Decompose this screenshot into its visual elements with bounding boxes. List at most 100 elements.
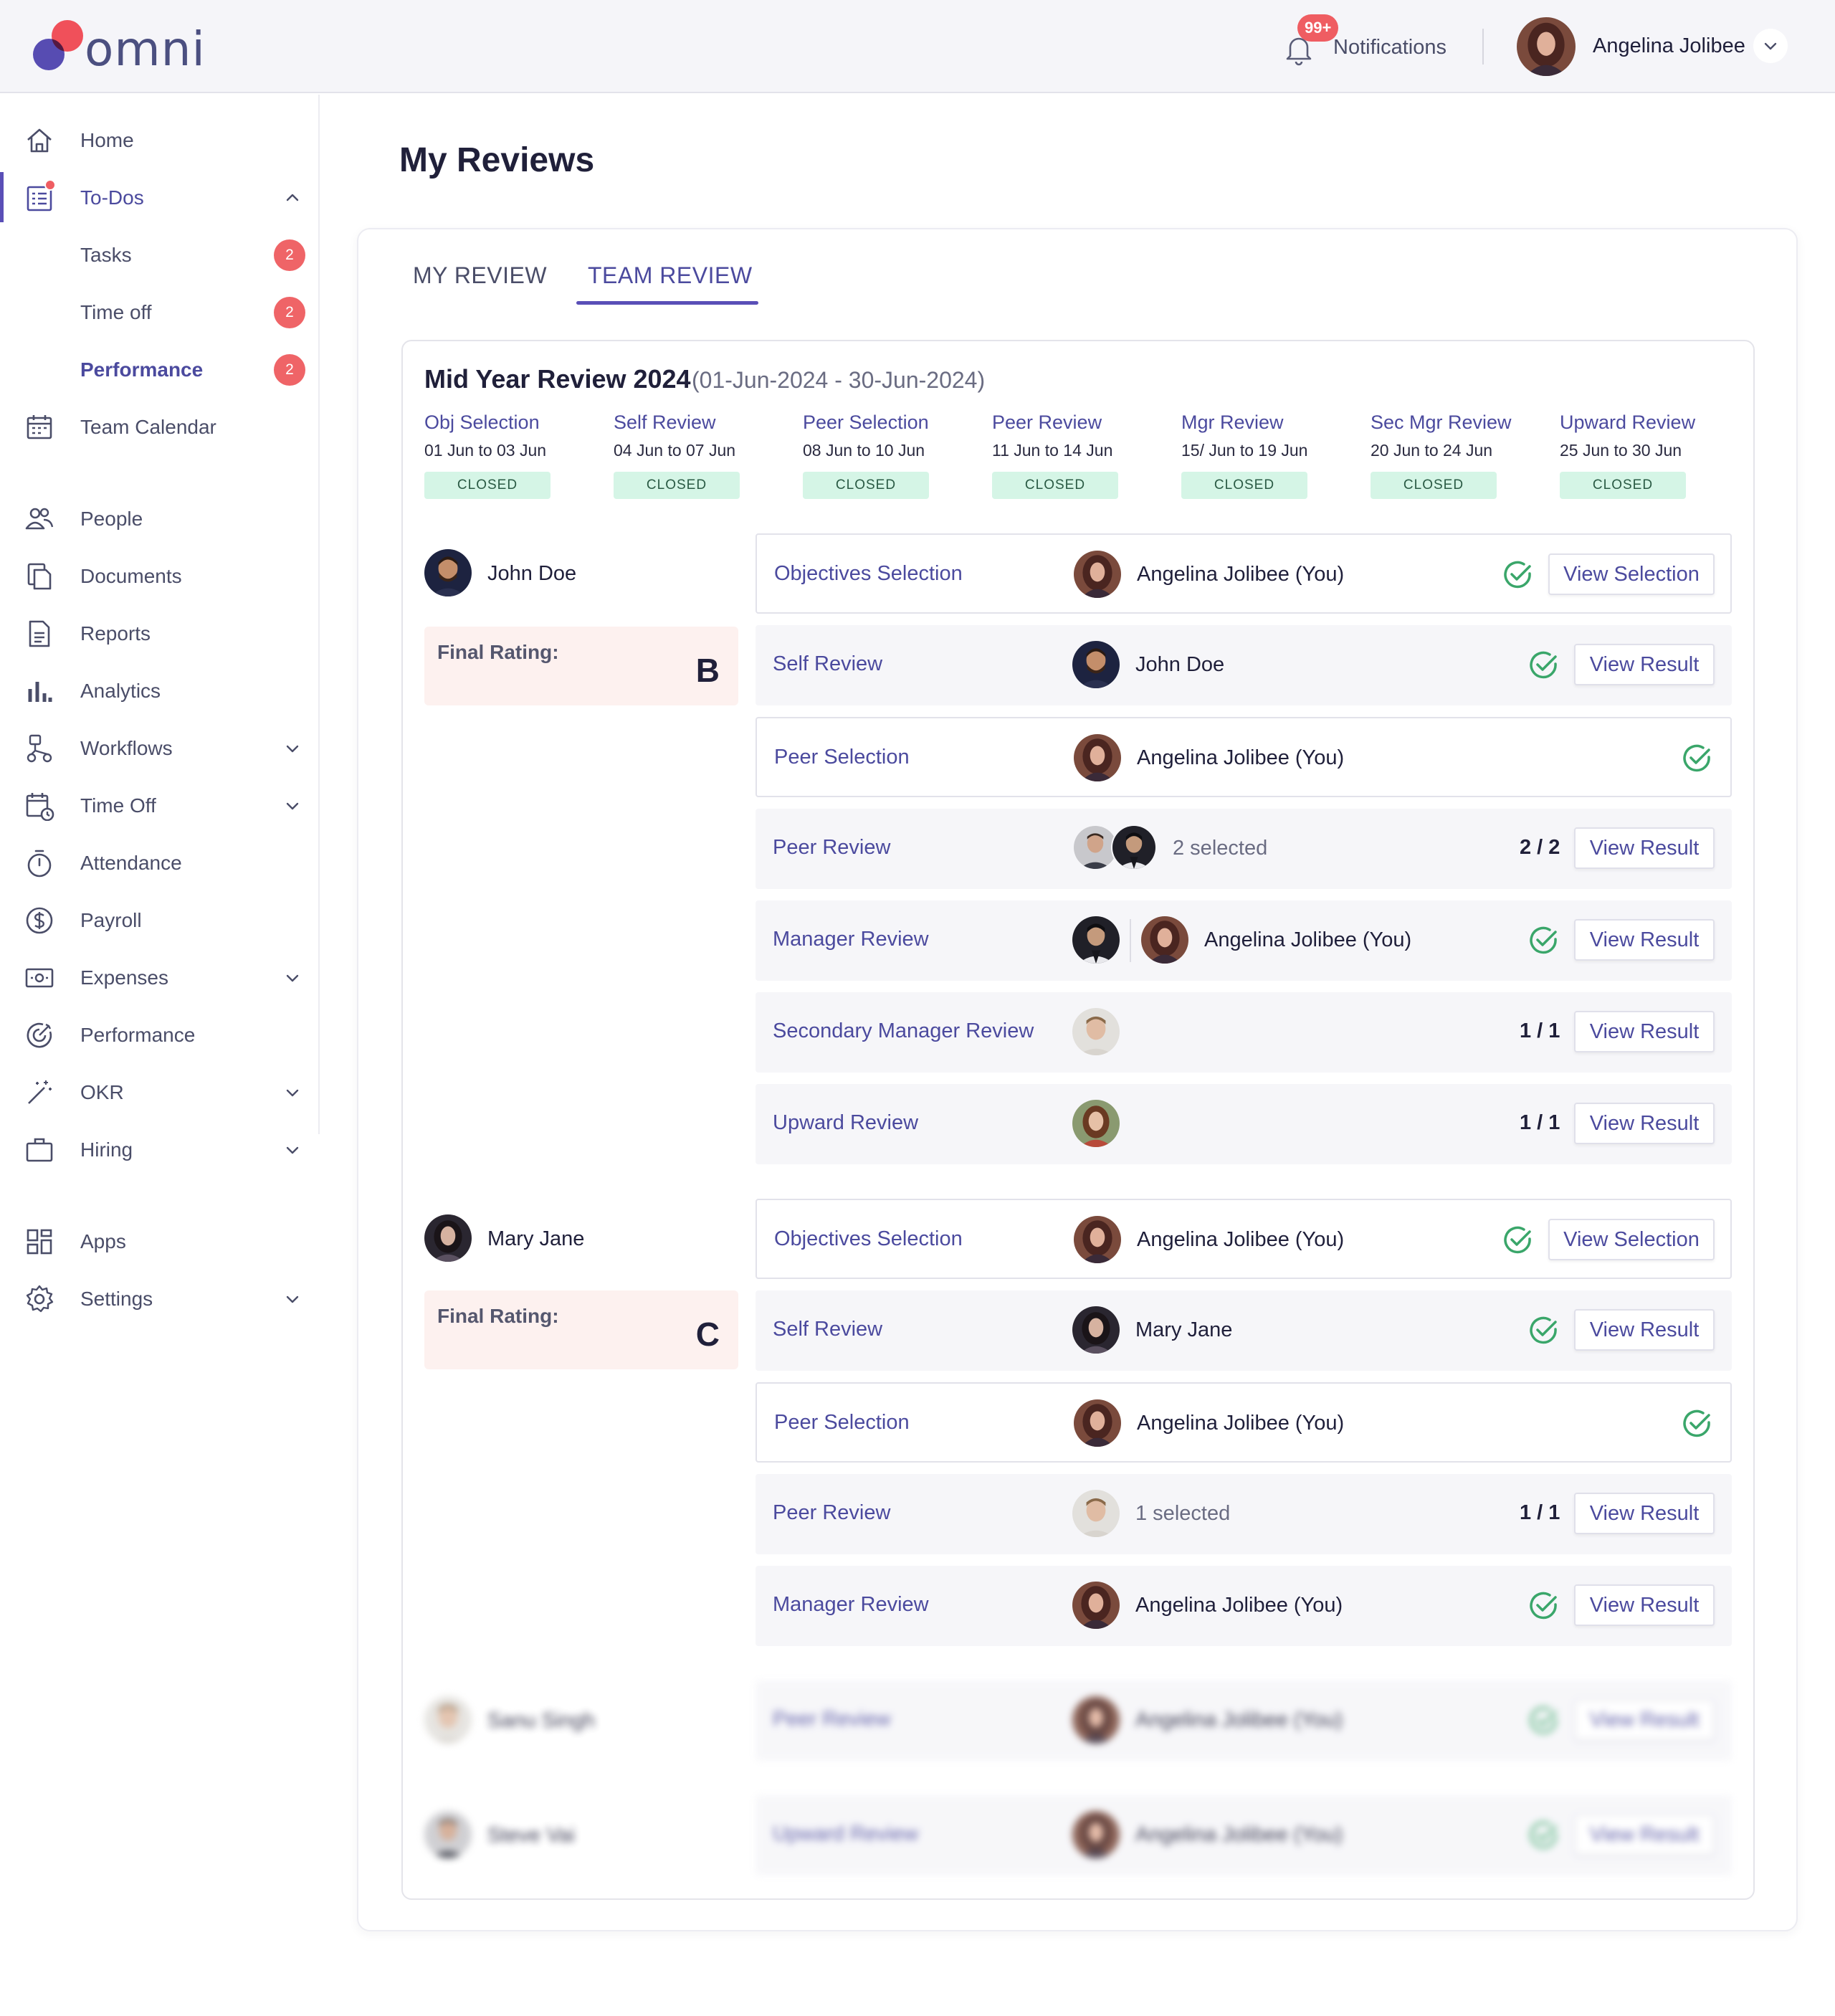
row-stage-name: Peer Review [773, 1708, 891, 1731]
final-rating-label: Final Rating: [437, 641, 559, 663]
row-stage-name: Upward Review [773, 1822, 919, 1845]
sidebar-item-settings[interactable]: Settings [0, 1273, 320, 1323]
review-cycle-title: Mid Year Review 2024 [424, 364, 691, 394]
sidebar-subitem-tasks[interactable]: Tasks 2 [0, 229, 320, 280]
row-stage-name: Manager Review [773, 928, 929, 951]
sidebar-item-label: Workflows [80, 737, 173, 759]
sidebar-subitem-time-off[interactable]: Time off 2 [0, 287, 320, 337]
final-rating-value: B [695, 652, 720, 689]
chevron-down-icon[interactable] [284, 1141, 301, 1159]
tab-team-review[interactable]: TEAM REVIEW [588, 262, 753, 288]
sidebar-item-time-off[interactable]: Time Off [0, 780, 320, 830]
reviewer-name: Angelina Jolibee (You) [1137, 1228, 1345, 1251]
stage-dates: 01 Jun to 03 Jun [424, 441, 547, 460]
stage-name: Upward Review [1560, 412, 1696, 433]
view-result-button[interactable]: View Result [1574, 644, 1715, 685]
stage-status-badge: CLOSED [614, 472, 740, 499]
sidebar-item-label: Apps [80, 1230, 126, 1252]
count-badge: 2 [274, 354, 305, 386]
final-rating-label: Final Rating: [437, 1305, 559, 1327]
people-icon [25, 508, 54, 530]
review-cycle-date-range: (01-Jun-2024 - 30-Jun-2024) [692, 367, 986, 393]
review-row-upward-review: Upward Review 1 / 1 View Result [756, 1084, 1732, 1164]
avatar [1072, 1306, 1120, 1354]
sidebar-item-label: Team Calendar [80, 416, 216, 438]
row-stage-name: Peer Review [773, 1501, 891, 1524]
chevron-down-icon[interactable] [284, 797, 301, 814]
sidebar-item-payroll[interactable]: Payroll [0, 895, 320, 945]
stage-dates: 15/ Jun to 19 Jun [1181, 441, 1308, 460]
user-menu-chevron-down-icon[interactable] [1753, 29, 1788, 63]
stage-status-badge: CLOSED [992, 472, 1118, 499]
sidebar-subitem-performance[interactable]: Performance 2 [0, 344, 320, 394]
avatar [1072, 916, 1120, 964]
avatar [1072, 641, 1120, 688]
sidebar-item-home[interactable]: Home [0, 115, 320, 165]
view-result-button[interactable]: View Result [1574, 827, 1715, 869]
count-badge: 2 [274, 297, 305, 328]
view-result-button[interactable]: View Result [1574, 1584, 1715, 1626]
notifications-label: Notifications [1333, 36, 1446, 59]
review-cycle-panel [401, 340, 1755, 1900]
view-selection-button[interactable]: View Selection [1548, 553, 1715, 595]
view-result-button[interactable]: View Result [1574, 1103, 1715, 1144]
stage-name: Mgr Review [1181, 412, 1284, 433]
view-result-button[interactable]: View Result [1574, 1011, 1715, 1052]
review-row-manager-review: Manager Review Angelina Jolibee (You) Vi… [756, 1566, 1732, 1646]
selected-count: 1 selected [1135, 1502, 1231, 1525]
sidebar-item-todos[interactable]: To-Dos [0, 172, 320, 222]
stage-obj-selection: Obj Selection 01 Jun to 03 Jun CLOSED [424, 412, 596, 499]
row-stage-name: Self Review [773, 652, 883, 675]
review-row-peer-review: Peer Review 1 selected 1 / 1 View Result [756, 1474, 1732, 1554]
sidebar-item-analytics[interactable]: Analytics [0, 665, 320, 715]
avatar [1072, 1008, 1120, 1055]
reviewer-name: Angelina Jolibee (You) [1135, 1823, 1343, 1846]
view-result-button[interactable]: View Result [1574, 1493, 1715, 1534]
view-result-button[interactable]: View Result [1574, 919, 1715, 961]
sidebar-item-performance[interactable]: Performance [0, 1009, 320, 1060]
sidebar-item-reports[interactable]: Reports [0, 608, 320, 658]
sidebar-item-attendance[interactable]: Attendance [0, 837, 320, 888]
review-row-peer-selection: Peer Selection Angelina Jolibee (You) [756, 1382, 1732, 1463]
completed-check-icon [1502, 1225, 1534, 1256]
sidebar-item-label: Attendance [80, 852, 182, 874]
review-row-peer-selection: Peer Selection Angelina Jolibee (You) [756, 717, 1732, 797]
tab-my-review[interactable]: MY REVIEW [413, 262, 548, 288]
sidebar-item-label: Hiring [80, 1138, 133, 1161]
chevron-down-icon[interactable] [284, 1290, 301, 1308]
reviewer-name: Angelina Jolibee (You) [1137, 746, 1345, 769]
sidebar-item-label: Documents [80, 565, 182, 587]
omni-logo[interactable]: omni [32, 20, 205, 77]
chevron-down-icon[interactable] [284, 740, 301, 757]
view-result-button[interactable]: View Result [1574, 1309, 1715, 1351]
logo-mark-blue [33, 39, 65, 70]
magic-wand-icon [28, 1080, 52, 1104]
row-stage-name: Peer Review [773, 836, 891, 859]
review-row-upward-review: Upward Review Angelina Jolibee (You) Vie… [756, 1795, 1732, 1875]
topbar-divider [1482, 29, 1484, 65]
final-rating: Final Rating: C [424, 1290, 738, 1369]
sidebar-item-okr[interactable]: OKR [0, 1067, 320, 1117]
stage-upward-review: Upward Review 25 Jun to 30 Jun CLOSED [1560, 412, 1732, 499]
sidebar-item-apps[interactable]: Apps [0, 1216, 320, 1266]
sidebar-item-workflows[interactable]: Workflows [0, 723, 320, 773]
employee-name: Steve Vai [487, 1824, 575, 1847]
stage-status-badge: CLOSED [1181, 472, 1307, 499]
sidebar-item-documents[interactable]: Documents [0, 551, 320, 601]
report-icon [29, 620, 50, 647]
chevron-down-icon[interactable] [284, 969, 301, 986]
chevron-down-icon[interactable] [284, 1084, 301, 1101]
view-selection-button[interactable]: View Selection [1548, 1219, 1715, 1260]
sidebar-item-hiring[interactable]: Hiring [0, 1124, 320, 1174]
view-result-button[interactable]: View Result [1574, 1814, 1715, 1855]
chevron-up-icon[interactable] [284, 189, 301, 206]
avatar [424, 549, 472, 596]
employee-name: Mary Jane [487, 1227, 585, 1250]
sidebar-item-expenses[interactable]: Expenses [0, 952, 320, 1002]
sidebar-item-people[interactable]: People [0, 493, 320, 543]
banknote-icon [25, 968, 54, 988]
sidebar-item-team-calendar[interactable]: Team Calendar [0, 401, 320, 452]
view-result-button[interactable]: View Result [1574, 1699, 1715, 1741]
reviewer-name: Mary Jane [1135, 1318, 1233, 1341]
review-row-self-review: Self Review Mary Jane View Result [756, 1290, 1732, 1371]
